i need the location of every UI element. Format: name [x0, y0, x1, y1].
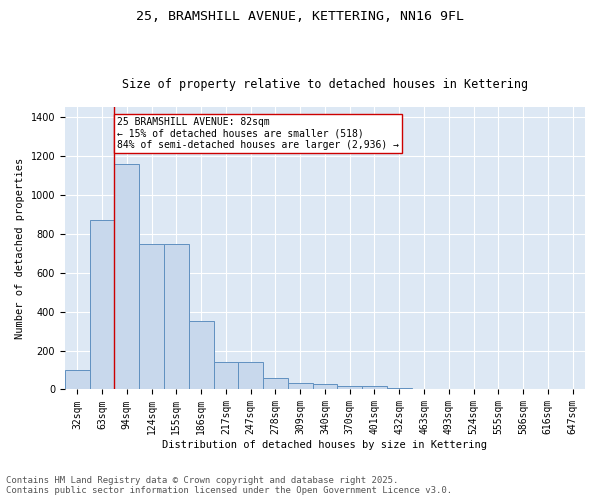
- Bar: [189, 322, 214, 390]
- Bar: [387, 388, 412, 390]
- Bar: [89, 220, 115, 390]
- Text: Contains HM Land Registry data © Crown copyright and database right 2025.
Contai: Contains HM Land Registry data © Crown c…: [6, 476, 452, 495]
- Text: 25, BRAMSHILL AVENUE, KETTERING, NN16 9FL: 25, BRAMSHILL AVENUE, KETTERING, NN16 9F…: [136, 10, 464, 23]
- Bar: [238, 362, 263, 390]
- Title: Size of property relative to detached houses in Kettering: Size of property relative to detached ho…: [122, 78, 528, 91]
- Text: 25 BRAMSHILL AVENUE: 82sqm
← 15% of detached houses are smaller (518)
84% of sem: 25 BRAMSHILL AVENUE: 82sqm ← 15% of deta…: [117, 117, 399, 150]
- Bar: [288, 382, 313, 390]
- Bar: [337, 386, 362, 390]
- Bar: [214, 362, 238, 390]
- X-axis label: Distribution of detached houses by size in Kettering: Distribution of detached houses by size …: [163, 440, 487, 450]
- Bar: [139, 244, 164, 390]
- Bar: [164, 244, 189, 390]
- Bar: [313, 384, 337, 390]
- Bar: [65, 370, 89, 390]
- Y-axis label: Number of detached properties: Number of detached properties: [15, 158, 25, 339]
- Bar: [362, 386, 387, 390]
- Bar: [263, 378, 288, 390]
- Bar: [115, 164, 139, 390]
